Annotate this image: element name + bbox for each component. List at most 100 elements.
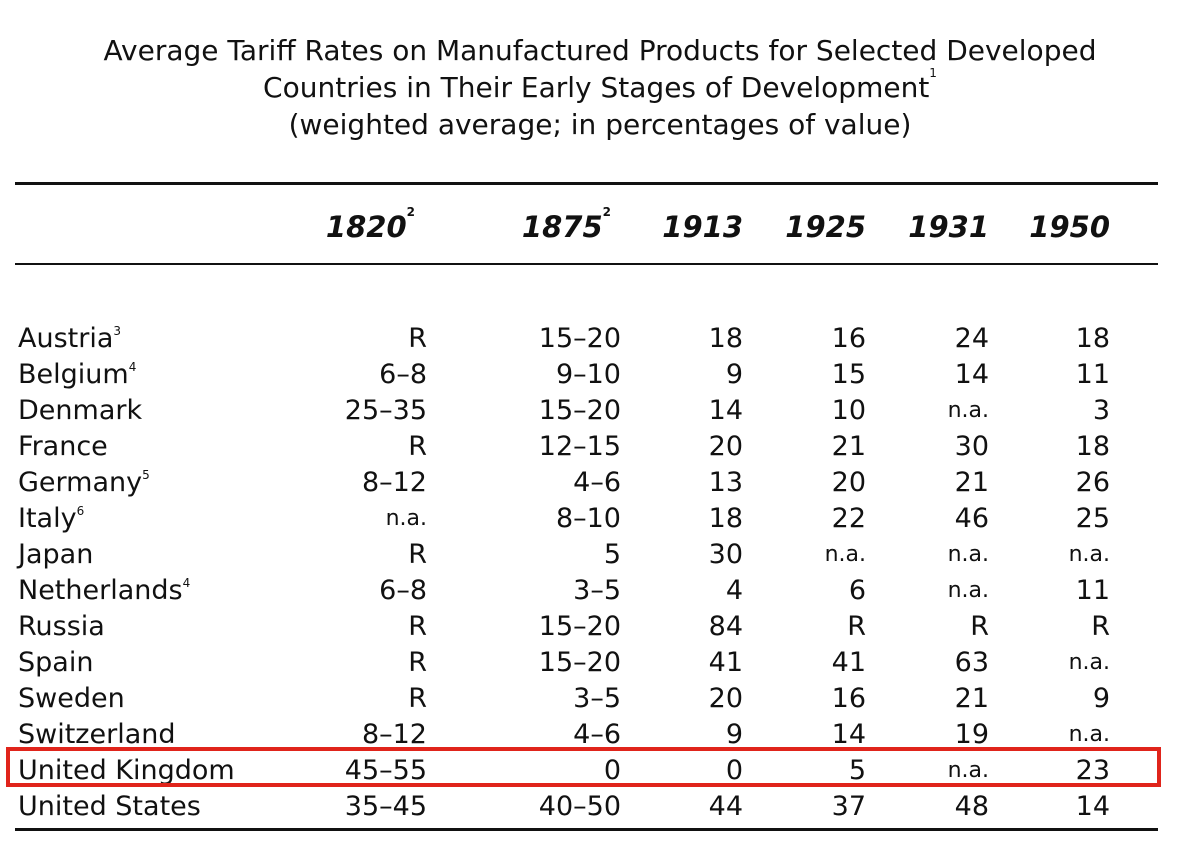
country-name: Germany5 — [18, 467, 150, 498]
country-name: United States — [18, 791, 201, 822]
table-row: Belgium4 6–8 9–10 9 15 14 11 — [0, 357, 1200, 393]
cell-1950: R — [1091, 611, 1110, 642]
year-header-1820: 18202 — [325, 206, 415, 244]
header-rule — [15, 263, 1158, 265]
country-name: Spain — [18, 647, 94, 678]
cell-1925: 21 — [831, 431, 866, 462]
cell-1931: 19 — [954, 719, 989, 750]
cell-1925: 16 — [831, 683, 866, 714]
cell-1950: 11 — [1075, 359, 1110, 390]
cell-1950: 26 — [1075, 467, 1110, 498]
year-header-1950: 1950 — [1029, 210, 1110, 244]
year-header-1913: 1913 — [662, 210, 743, 244]
cell-1950: n.a. — [1068, 650, 1110, 675]
cell-1913: 9 — [725, 359, 743, 390]
cell-1913: 44 — [708, 791, 743, 822]
table-row: Italy6 n.a. 8–10 18 22 46 25 — [0, 501, 1200, 537]
cell-1931: R — [970, 611, 989, 642]
country-name: United Kingdom — [18, 755, 235, 786]
country-name: Netherlands4 — [18, 575, 191, 606]
country-name: Denmark — [18, 395, 143, 426]
cell-1875: 15–20 — [538, 647, 621, 678]
country-name: Sweden — [18, 683, 125, 714]
cell-1931: n.a. — [947, 758, 989, 783]
cell-1931: 46 — [954, 503, 989, 534]
title-footnote-marker: 1 — [929, 65, 937, 80]
cell-1820: 45–55 — [344, 755, 427, 786]
cell-1925: 20 — [831, 467, 866, 498]
cell-1875: 9–10 — [555, 359, 621, 390]
year-label: 1875 — [521, 210, 603, 244]
cell-1913: 4 — [725, 575, 743, 606]
cell-1875: 0 — [603, 755, 621, 786]
cell-1931: n.a. — [947, 398, 989, 423]
table-row: Spain R 15–20 41 41 63 n.a. — [0, 645, 1200, 681]
table-row: Switzerland 8–12 4–6 9 14 19 n.a. — [0, 717, 1200, 753]
cell-1931: n.a. — [947, 578, 989, 603]
country-name: Russia — [18, 611, 105, 642]
cell-1913: 13 — [708, 467, 743, 498]
cell-1925: n.a. — [824, 542, 866, 567]
cell-1925: R — [847, 611, 866, 642]
year-footnote-marker: 2 — [602, 205, 611, 220]
cell-1820: n.a. — [385, 506, 427, 531]
cell-1931: 24 — [954, 323, 989, 354]
year-header-1925: 1925 — [785, 210, 866, 244]
table-row: Germany5 8–12 4–6 13 20 21 26 — [0, 465, 1200, 501]
cell-1913: 18 — [708, 323, 743, 354]
cell-1950: 25 — [1075, 503, 1110, 534]
cell-1950: 23 — [1075, 755, 1110, 786]
cell-1820: R — [408, 431, 427, 462]
cell-1925: 14 — [831, 719, 866, 750]
united-kingdom-highlight-box — [6, 747, 1161, 787]
cell-1875: 3–5 — [573, 683, 621, 714]
cell-1820: 35–45 — [344, 791, 427, 822]
bottom-rule — [15, 828, 1158, 831]
table-row: Austria3 R 15–20 18 16 24 18 — [0, 321, 1200, 357]
country-name: Austria3 — [18, 323, 122, 354]
cell-1875: 15–20 — [538, 323, 621, 354]
cell-1875: 3–5 — [573, 575, 621, 606]
table-row: United States 35–45 40–50 44 37 48 14 — [0, 789, 1200, 825]
table-title: Average Tariff Rates on Manufactured Pro… — [0, 32, 1200, 143]
year-header-1875: 18752 — [521, 206, 611, 244]
cell-1875: 40–50 — [538, 791, 621, 822]
cell-1875: 15–20 — [538, 395, 621, 426]
table-row: Netherlands4 6–8 3–5 4 6 n.a. 11 — [0, 573, 1200, 609]
cell-1931: 21 — [954, 683, 989, 714]
country-footnote-marker: 4 — [128, 360, 137, 374]
cell-1913: 20 — [708, 431, 743, 462]
title-line-2-text: Countries in Their Early Stages of Devel… — [263, 71, 930, 104]
cell-1875: 4–6 — [573, 467, 621, 498]
cell-1950: n.a. — [1068, 722, 1110, 747]
cell-1875: 12–15 — [538, 431, 621, 462]
country-footnote-marker: 6 — [76, 504, 85, 518]
cell-1913: 0 — [725, 755, 743, 786]
cell-1875: 15–20 — [538, 611, 621, 642]
cell-1913: 14 — [708, 395, 743, 426]
cell-1931: n.a. — [947, 542, 989, 567]
cell-1931: 21 — [954, 467, 989, 498]
cell-1950: 18 — [1075, 431, 1110, 462]
cell-1913: 30 — [708, 539, 743, 570]
cell-1820: R — [408, 611, 427, 642]
cell-1931: 14 — [954, 359, 989, 390]
country-name: Italy6 — [18, 503, 85, 534]
year-label: 1820 — [325, 210, 407, 244]
cell-1820: R — [408, 323, 427, 354]
table-row: Denmark 25–35 15–20 14 10 n.a. 3 — [0, 393, 1200, 429]
table-row: Russia R 15–20 84 R R R — [0, 609, 1200, 645]
country-footnote-marker: 4 — [182, 576, 191, 590]
cell-1950: 11 — [1075, 575, 1110, 606]
cell-1931: 63 — [954, 647, 989, 678]
table-row: Sweden R 3–5 20 16 21 9 — [0, 681, 1200, 717]
cell-1925: 37 — [831, 791, 866, 822]
cell-1925: 6 — [848, 575, 866, 606]
year-header-1931: 1931 — [908, 210, 989, 244]
title-line-3: (weighted average; in percentages of val… — [288, 108, 912, 141]
table-body: Austria3 R 15–20 18 16 24 18 Belgium4 6–… — [0, 321, 1200, 825]
title-line-2: Countries in Their Early Stages of Devel… — [0, 65, 1200, 106]
cell-1913: 18 — [708, 503, 743, 534]
cell-1950: n.a. — [1068, 542, 1110, 567]
cell-1925: 41 — [831, 647, 866, 678]
